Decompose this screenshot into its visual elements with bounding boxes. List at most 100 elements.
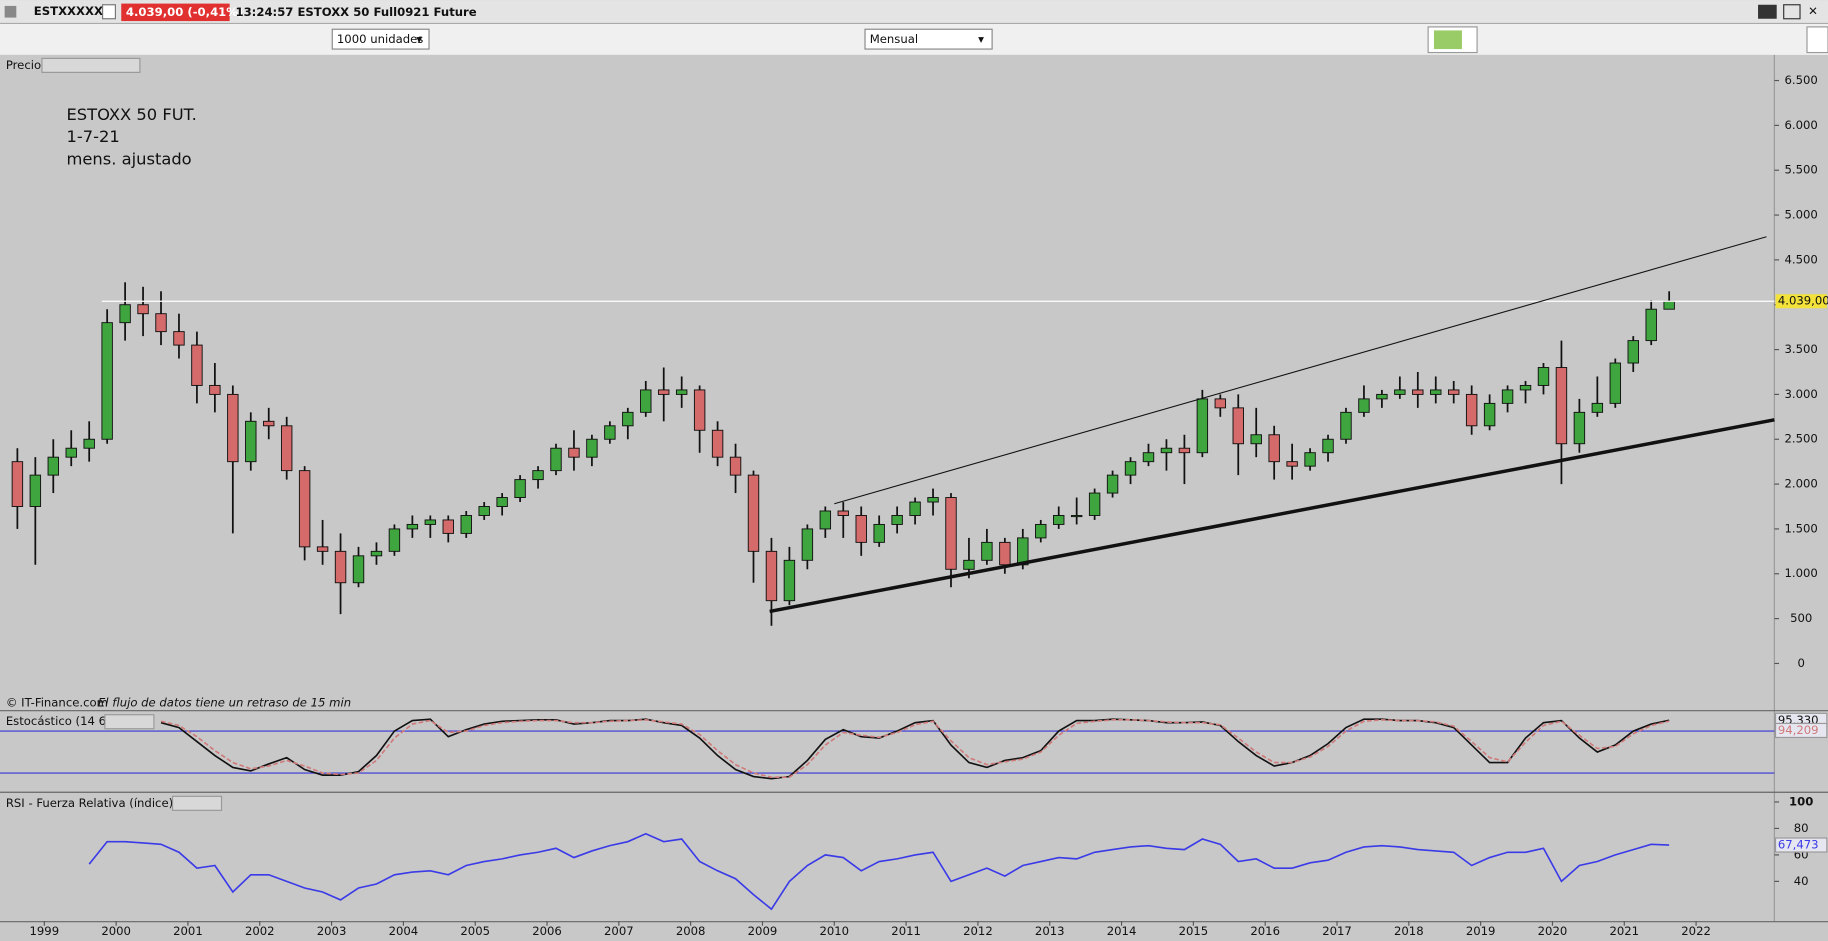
panel-tools[interactable] — [104, 714, 155, 730]
symbol[interactable]: ESTXXXXX — [34, 4, 103, 18]
x-tick-label: 2018 — [1394, 924, 1424, 938]
y-tick-label: 100 — [1789, 794, 1813, 808]
candle-body — [765, 550, 778, 602]
period[interactable]: Mensual — [870, 32, 918, 46]
delay-note: El flujo de datos tiene un retraso de 15… — [98, 696, 351, 710]
series-line — [160, 719, 1670, 779]
candle-body — [334, 550, 347, 584]
panel-title: RSI - Fuerza Relativa (índice) (14) — [6, 796, 201, 810]
candle-body — [604, 425, 616, 440]
y-tick-label: 2.000 — [1785, 477, 1818, 491]
candle-body — [1358, 398, 1370, 413]
units[interactable]: 1000 unidades — [337, 32, 423, 46]
trendline — [834, 236, 1767, 505]
candle-body — [1573, 411, 1586, 445]
x-tick-label: 2016 — [1250, 924, 1280, 938]
candle-body — [1070, 515, 1083, 518]
y-tick-label: 4.500 — [1785, 252, 1818, 266]
candle-body — [191, 344, 203, 386]
candle-body — [424, 519, 437, 525]
x-tick-label: 2008 — [676, 924, 706, 938]
candle-body — [65, 447, 77, 458]
last-value-tag — [1774, 837, 1828, 853]
candle-body — [1124, 461, 1137, 476]
candle-body — [316, 546, 329, 552]
candle-body — [1053, 515, 1065, 525]
x-tick-label: 2012 — [963, 924, 993, 938]
candle-body — [568, 447, 580, 458]
candle-body — [1088, 492, 1101, 516]
candle-body — [532, 470, 544, 481]
x-tick-label: 2015 — [1179, 924, 1209, 938]
x-tick-label: 2009 — [748, 924, 778, 938]
last-value-tag — [1774, 722, 1828, 739]
candle-body — [370, 550, 383, 557]
candle-body — [514, 479, 526, 499]
candle-body — [1232, 407, 1244, 445]
dropdown-arrow[interactable]: ▾ — [978, 32, 984, 46]
candle-body — [1160, 447, 1173, 454]
close-icon[interactable]: ✕ — [1808, 4, 1818, 18]
candle-body — [783, 559, 796, 602]
panel-tools[interactable] — [171, 795, 223, 811]
candle-body — [1501, 389, 1514, 404]
candle-body — [1591, 402, 1604, 413]
x-tick-label: 2007 — [604, 924, 634, 938]
x-tick-label: 2005 — [460, 924, 490, 938]
side-button[interactable] — [1806, 26, 1828, 54]
candle-body — [1250, 434, 1262, 445]
x-tick-label: 2001 — [173, 924, 203, 938]
candle-body — [1196, 398, 1209, 454]
candle-body — [927, 497, 939, 503]
candle-body — [47, 456, 60, 476]
candle-body — [819, 510, 832, 530]
x-tick-label: 2000 — [101, 924, 131, 938]
candle-body — [83, 438, 95, 449]
x-tick-label: 2010 — [819, 924, 849, 938]
last-price-label: 4.039,00 — [1778, 294, 1828, 308]
candle-body — [137, 304, 149, 315]
candle-body — [1412, 389, 1424, 395]
candle-body — [1178, 447, 1191, 454]
panel-title: Precio — [6, 58, 41, 72]
candle-body — [173, 331, 185, 346]
panel-tools[interactable] — [41, 57, 141, 73]
candle-body — [263, 420, 275, 427]
last-value-label: 67,473 — [1778, 838, 1819, 852]
y-tick-label: 6.500 — [1785, 73, 1818, 87]
candle-body — [1555, 367, 1568, 445]
x-tick-label: 2011 — [891, 924, 921, 938]
panel-title: Estocástico (14 6 3) — [6, 714, 122, 728]
y-tick-label: 5.000 — [1785, 208, 1818, 222]
info-icon[interactable] — [102, 4, 116, 20]
units-dropdown[interactable] — [331, 28, 430, 50]
app-icon[interactable] — [4, 5, 17, 18]
candle-body — [352, 555, 365, 584]
candle-body — [1627, 340, 1639, 364]
candle-body — [837, 510, 849, 516]
restore-icon[interactable] — [1783, 4, 1801, 20]
candle-body — [460, 515, 472, 534]
x-tick-label: 2021 — [1609, 924, 1639, 938]
x-tick-label: 2013 — [1035, 924, 1065, 938]
trendline — [769, 418, 1775, 614]
dropdown-arrow[interactable]: ▾ — [416, 32, 422, 46]
candle-body — [298, 470, 311, 548]
candle-body — [891, 515, 903, 525]
annotation: mens. ajustado — [66, 149, 191, 168]
quote: 4.039,00 (-0,41%) — [126, 5, 243, 19]
x-tick-label: 2003 — [317, 924, 347, 938]
candle-body — [729, 456, 742, 476]
instrument-info: 13:24:57 ESTOXX 50 Full0921 Future — [235, 5, 476, 19]
x-tick-label: 2017 — [1322, 924, 1352, 938]
menu-icon[interactable] — [1758, 4, 1777, 19]
chart-type-icon[interactable] — [1433, 30, 1462, 50]
period-dropdown[interactable] — [864, 28, 993, 50]
candle-body — [747, 474, 760, 552]
candle-body — [1214, 398, 1227, 409]
candle-body — [1483, 402, 1496, 427]
candle-body — [1376, 393, 1388, 400]
candle-body — [1394, 389, 1406, 395]
candle-body — [245, 420, 257, 463]
candle-body — [801, 528, 814, 561]
